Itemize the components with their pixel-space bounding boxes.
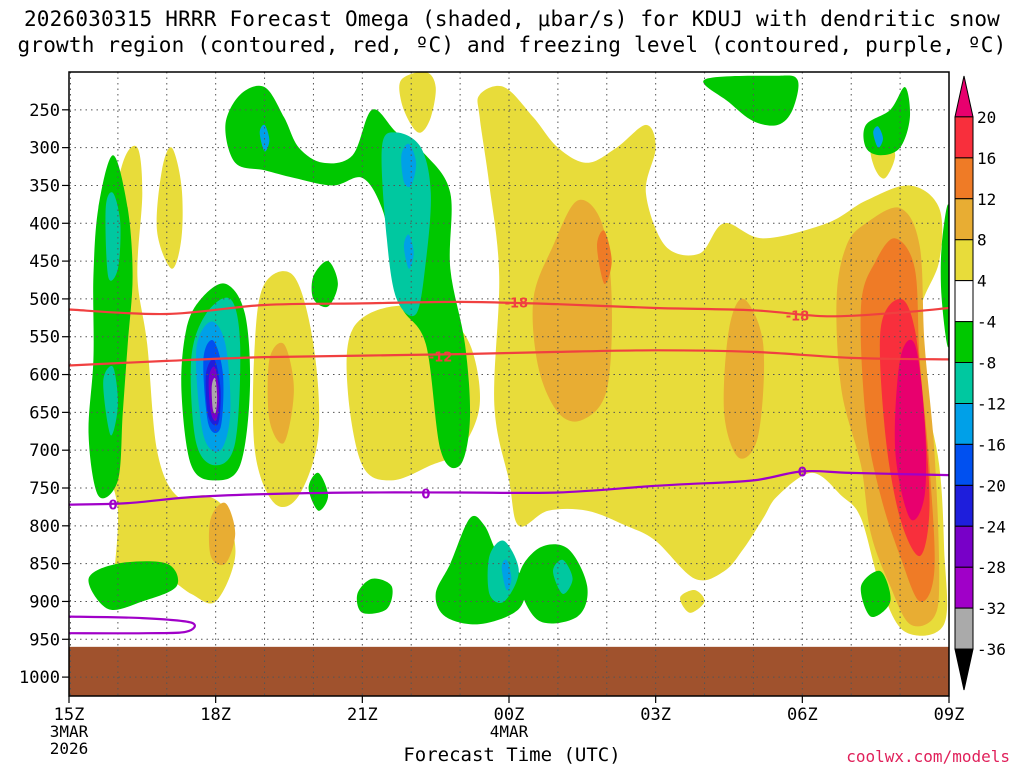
colorbar-segment-12 bbox=[954, 566, 974, 609]
credit-link[interactable]: coolwx.com/models bbox=[846, 747, 1010, 766]
colorbar-segment-11 bbox=[954, 525, 974, 568]
colorbar-label-5: -4 bbox=[977, 313, 996, 332]
contour-label-0-0: -18 bbox=[505, 297, 529, 312]
omega-region-22 bbox=[311, 260, 338, 308]
contour-label-1-0: -12 bbox=[429, 350, 453, 365]
colorbar-label-7: -12 bbox=[977, 394, 1006, 413]
x-tick-label-03Z: 03Z bbox=[640, 705, 671, 725]
y-tick-label-950: 950 bbox=[29, 630, 60, 650]
chart-title-line2: growth region (contoured, red, ºC) and f… bbox=[17, 33, 1007, 57]
colorbar-segment-13 bbox=[954, 607, 974, 650]
omega-region-9 bbox=[532, 199, 612, 422]
omega-region-15 bbox=[597, 230, 612, 285]
x-axis-title: Forecast Time (UTC) bbox=[403, 744, 621, 766]
y-tick-label-500: 500 bbox=[29, 290, 60, 310]
y-tick-label-800: 800 bbox=[29, 517, 60, 537]
x-tick-sublabel-date: 3MAR bbox=[50, 722, 89, 741]
x-tick-sublabel-year: 2026 bbox=[50, 739, 89, 758]
omega-region-24 bbox=[356, 578, 393, 614]
y-tick-label-600: 600 bbox=[29, 366, 60, 386]
x-tick-label-18Z: 18Z bbox=[200, 705, 231, 725]
y-tick-label-1000: 1000 bbox=[19, 668, 60, 688]
x-tick-label-00Z: 00Z bbox=[494, 705, 525, 725]
colorbar-segment-3 bbox=[954, 198, 974, 241]
y-tick-label-650: 650 bbox=[29, 403, 60, 423]
x-tick-label-15Z: 15Z bbox=[54, 705, 85, 725]
colorbar-label-12: -32 bbox=[977, 599, 1006, 618]
omega-region-32 bbox=[103, 366, 118, 436]
colorbar-label-0: 20 bbox=[977, 108, 996, 127]
colorbar-segment-4 bbox=[954, 239, 974, 282]
colorbar-label-11: -28 bbox=[977, 558, 1006, 577]
omega-region-31 bbox=[105, 192, 121, 281]
colorbar-segment-2 bbox=[954, 157, 974, 200]
colorbar-segment-0 bbox=[954, 75, 974, 118]
y-tick-label-700: 700 bbox=[29, 441, 60, 461]
omega-region-12 bbox=[723, 298, 765, 459]
colorbar-segment-14 bbox=[954, 648, 974, 691]
contour-label-2-0: 0 bbox=[108, 499, 117, 514]
omega-region-8 bbox=[680, 590, 705, 613]
colorbar-label-3: 8 bbox=[977, 231, 987, 250]
y-tick-label-300: 300 bbox=[29, 139, 60, 159]
contour-line-1 bbox=[69, 349, 949, 367]
colorbar: 20 16 12 8 4 -4 -8 -12 -16 -20 -24 -28 -32 -36 bbox=[954, 75, 1006, 691]
y-tick-label-400: 400 bbox=[29, 214, 60, 234]
omega-region-29 bbox=[860, 570, 891, 617]
y-tick-label-250: 250 bbox=[29, 101, 60, 121]
temperature-contours: -18 -18 -12 0 0 0 bbox=[69, 297, 949, 635]
omega-region-19 bbox=[88, 561, 179, 611]
colorbar-label-8: -16 bbox=[977, 435, 1006, 454]
colorbar-segment-10 bbox=[954, 484, 974, 527]
contour-label-2-2: 0 bbox=[798, 465, 807, 480]
colorbar-label-6: -8 bbox=[977, 354, 996, 373]
y-tick-label-350: 350 bbox=[29, 176, 60, 196]
x-tick-label-09Z: 09Z bbox=[934, 705, 965, 725]
colorbar-label-1: 16 bbox=[977, 149, 996, 168]
y-tick-label-450: 450 bbox=[29, 252, 60, 272]
x-tick-label-06Z: 06Z bbox=[787, 705, 818, 725]
x-tick-label-21Z: 21Z bbox=[347, 705, 378, 725]
contour-label-2-1: 0 bbox=[421, 487, 430, 502]
contour-line-0 bbox=[69, 300, 949, 318]
y-axis: 250 300 350 400 450 500 550 600 650 700 750 800 850 9… bbox=[19, 101, 69, 688]
x-tick-sublabel-date: 4MAR bbox=[490, 722, 529, 741]
omega-region-38 bbox=[401, 143, 417, 188]
y-tick-label-550: 550 bbox=[29, 328, 60, 348]
omega-region-30 bbox=[940, 204, 949, 348]
omega-region-27 bbox=[703, 75, 799, 126]
contour-line-2 bbox=[69, 469, 949, 506]
omega-region-1 bbox=[156, 147, 183, 269]
colorbar-segment-9 bbox=[954, 443, 974, 486]
gridlines bbox=[69, 72, 949, 696]
omega-region-4 bbox=[399, 72, 436, 133]
contour-label-0-1: -18 bbox=[786, 310, 810, 325]
y-tick-label-900: 900 bbox=[29, 592, 60, 612]
colorbar-segment-6 bbox=[954, 321, 974, 364]
colorbar-label-2: 12 bbox=[977, 190, 996, 209]
omega-region-0 bbox=[98, 145, 236, 609]
colorbar-segment-7 bbox=[954, 362, 974, 404]
omega-region-34 bbox=[381, 132, 431, 317]
y-tick-label-850: 850 bbox=[29, 555, 60, 575]
colorbar-label-10: -24 bbox=[977, 517, 1006, 536]
contour-line-3 bbox=[69, 615, 196, 635]
omega-region-42 bbox=[873, 126, 883, 148]
colorbar-label-9: -20 bbox=[977, 476, 1006, 495]
chart-title-line1: 2026030315 HRRR Forecast Omega (shaded, … bbox=[23, 7, 1001, 31]
colorbar-segment-1 bbox=[954, 116, 974, 159]
colorbar-segment-8 bbox=[954, 402, 974, 445]
colorbar-segment-5 bbox=[954, 280, 974, 323]
omega-region-10 bbox=[267, 342, 294, 444]
y-tick-label-750: 750 bbox=[29, 479, 60, 499]
colorbar-label-13: -36 bbox=[977, 640, 1006, 659]
colorbar-label-4: 4 bbox=[977, 272, 987, 291]
omega-region-18 bbox=[88, 155, 133, 499]
